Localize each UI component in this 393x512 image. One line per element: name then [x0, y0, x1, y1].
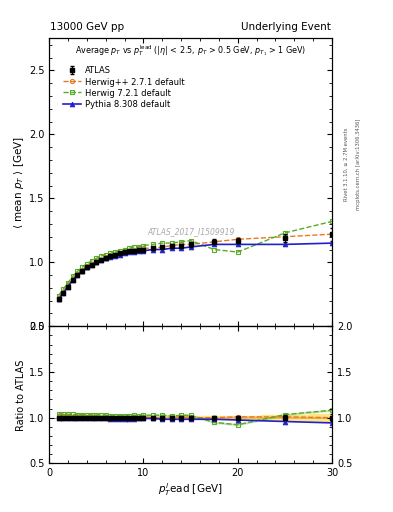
Herwig++ 2.7.1 default	[113, 251, 118, 258]
Pythia 8.308 default	[108, 254, 113, 260]
Line: Herwig 7.2.1 default: Herwig 7.2.1 default	[57, 219, 334, 297]
Pythia 8.308 default	[151, 246, 155, 252]
Herwig++ 2.7.1 default	[151, 245, 155, 251]
Herwig 7.2.1 default	[56, 292, 61, 298]
Pythia 8.308 default	[330, 240, 334, 246]
Herwig++ 2.7.1 default	[122, 249, 127, 255]
Pythia 8.308 default	[132, 249, 136, 255]
Herwig 7.2.1 default	[66, 280, 70, 286]
Herwig 7.2.1 default	[132, 244, 136, 250]
Pythia 8.308 default	[136, 248, 141, 254]
Herwig++ 2.7.1 default	[99, 257, 103, 263]
Herwig 7.2.1 default	[122, 246, 127, 252]
Pythia 8.308 default	[122, 250, 127, 257]
Herwig++ 2.7.1 default	[188, 241, 193, 247]
Herwig++ 2.7.1 default	[103, 254, 108, 260]
Herwig 7.2.1 default	[188, 238, 193, 244]
Herwig 7.2.1 default	[212, 246, 217, 252]
Herwig++ 2.7.1 default	[169, 243, 174, 249]
Text: Average $p_T$ vs $p_T^{\rm lead}$ ($|\eta|$ < 2.5, $p_T$ > 0.5 GeV, $p_{T_1}$ > : Average $p_T$ vs $p_T^{\rm lead}$ ($|\et…	[75, 42, 306, 58]
Text: Underlying Event: Underlying Event	[241, 22, 331, 32]
X-axis label: $p_T^l$ead [GeV]: $p_T^l$ead [GeV]	[158, 481, 223, 498]
Pythia 8.308 default	[283, 241, 287, 247]
Herwig++ 2.7.1 default	[66, 282, 70, 288]
Pythia 8.308 default	[141, 248, 146, 254]
Herwig 7.2.1 default	[84, 261, 89, 267]
Herwig++ 2.7.1 default	[179, 241, 184, 247]
Herwig++ 2.7.1 default	[160, 244, 165, 250]
Herwig 7.2.1 default	[103, 251, 108, 258]
Pythia 8.308 default	[235, 241, 240, 247]
Herwig 7.2.1 default	[61, 286, 66, 292]
Pythia 8.308 default	[66, 284, 70, 290]
Herwig 7.2.1 default	[80, 264, 84, 270]
Pythia 8.308 default	[94, 259, 99, 265]
Herwig 7.2.1 default	[179, 239, 184, 245]
Herwig++ 2.7.1 default	[283, 233, 287, 240]
Herwig++ 2.7.1 default	[132, 246, 136, 252]
Pythia 8.308 default	[84, 264, 89, 270]
Herwig++ 2.7.1 default	[108, 253, 113, 259]
Herwig 7.2.1 default	[141, 243, 146, 249]
Text: 13000 GeV pp: 13000 GeV pp	[50, 22, 125, 32]
Pythia 8.308 default	[56, 296, 61, 303]
Herwig++ 2.7.1 default	[94, 258, 99, 264]
Herwig++ 2.7.1 default	[141, 245, 146, 251]
Pythia 8.308 default	[103, 255, 108, 262]
Herwig 7.2.1 default	[330, 218, 334, 224]
Herwig++ 2.7.1 default	[89, 261, 94, 267]
Pythia 8.308 default	[160, 246, 165, 252]
Pythia 8.308 default	[118, 251, 122, 258]
Herwig++ 2.7.1 default	[70, 276, 75, 282]
Herwig 7.2.1 default	[160, 240, 165, 246]
Pythia 8.308 default	[113, 253, 118, 259]
Herwig++ 2.7.1 default	[80, 267, 84, 273]
Herwig++ 2.7.1 default	[235, 236, 240, 242]
Herwig 7.2.1 default	[113, 249, 118, 255]
Text: Rivet 3.1.10, ≥ 2.7M events: Rivet 3.1.10, ≥ 2.7M events	[344, 127, 349, 201]
Line: Herwig++ 2.7.1 default: Herwig++ 2.7.1 default	[57, 232, 334, 300]
Pythia 8.308 default	[61, 290, 66, 296]
Pythia 8.308 default	[169, 245, 174, 251]
Pythia 8.308 default	[70, 277, 75, 283]
Herwig++ 2.7.1 default	[212, 239, 217, 245]
Herwig 7.2.1 default	[136, 244, 141, 250]
Pythia 8.308 default	[89, 262, 94, 268]
Herwig 7.2.1 default	[99, 253, 103, 259]
Pythia 8.308 default	[188, 244, 193, 250]
Pythia 8.308 default	[75, 272, 80, 278]
Text: mcplots.cern.ch [arXiv:1306.3436]: mcplots.cern.ch [arXiv:1306.3436]	[356, 118, 361, 209]
Herwig++ 2.7.1 default	[84, 263, 89, 269]
Herwig 7.2.1 default	[108, 250, 113, 257]
Herwig++ 2.7.1 default	[75, 271, 80, 277]
Pythia 8.308 default	[127, 249, 132, 255]
Herwig 7.2.1 default	[127, 245, 132, 251]
Herwig++ 2.7.1 default	[136, 246, 141, 252]
Herwig 7.2.1 default	[169, 240, 174, 246]
Herwig 7.2.1 default	[151, 241, 155, 247]
Herwig++ 2.7.1 default	[127, 248, 132, 254]
Herwig++ 2.7.1 default	[56, 295, 61, 301]
Herwig++ 2.7.1 default	[61, 289, 66, 295]
Herwig++ 2.7.1 default	[118, 250, 122, 257]
Pythia 8.308 default	[179, 245, 184, 251]
Herwig 7.2.1 default	[89, 258, 94, 264]
Herwig++ 2.7.1 default	[330, 231, 334, 237]
Pythia 8.308 default	[212, 241, 217, 247]
Herwig 7.2.1 default	[70, 273, 75, 280]
Y-axis label: Ratio to ATLAS: Ratio to ATLAS	[16, 359, 26, 431]
Pythia 8.308 default	[99, 257, 103, 263]
Legend: ATLAS, Herwig++ 2.7.1 default, Herwig 7.2.1 default, Pythia 8.308 default: ATLAS, Herwig++ 2.7.1 default, Herwig 7.…	[62, 66, 185, 110]
Pythia 8.308 default	[80, 268, 84, 274]
Herwig 7.2.1 default	[94, 255, 99, 262]
Text: ATLAS_2017_I1509919: ATLAS_2017_I1509919	[147, 227, 234, 236]
Herwig 7.2.1 default	[118, 248, 122, 254]
Line: Pythia 8.308 default: Pythia 8.308 default	[56, 241, 334, 302]
Herwig 7.2.1 default	[75, 268, 80, 274]
Y-axis label: $\langle$ mean $p_T$ $\rangle$ [GeV]: $\langle$ mean $p_T$ $\rangle$ [GeV]	[12, 136, 26, 229]
Herwig 7.2.1 default	[283, 230, 287, 236]
Herwig 7.2.1 default	[235, 249, 240, 255]
